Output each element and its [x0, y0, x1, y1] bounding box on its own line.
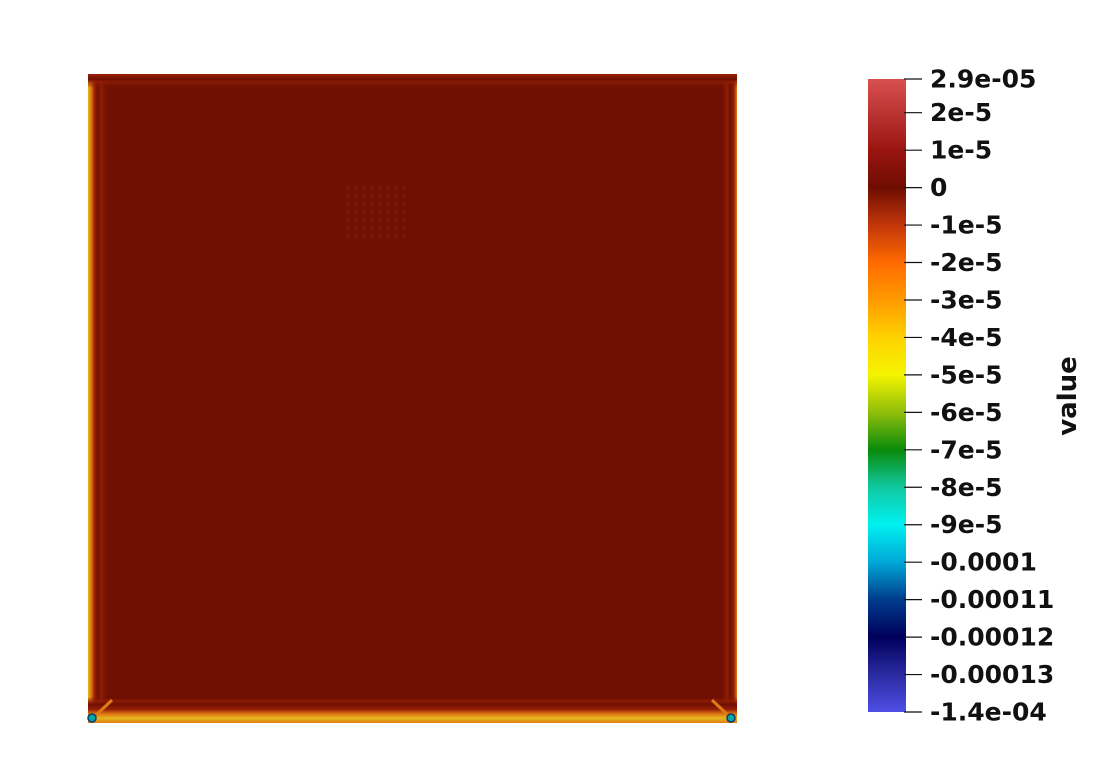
colorbar-title: value — [1053, 356, 1083, 436]
colorbar-tick-label: -2e-5 — [930, 248, 1003, 277]
field-corner-right — [726, 713, 736, 723]
colorbar-tick-label: -9e-5 — [930, 510, 1003, 539]
field-interior — [88, 74, 737, 723]
field-corner-left — [87, 713, 97, 723]
field-left-edge — [88, 74, 110, 723]
colorbar-gradient — [868, 79, 906, 712]
colorbar-tick-label: -0.00011 — [930, 585, 1054, 614]
field-bottom-edge — [88, 697, 737, 723]
colorbar-tick-label: 1e-5 — [930, 136, 992, 165]
colorbar-tick-label: -7e-5 — [930, 435, 1003, 464]
colorbar-tick-label: -0.00012 — [930, 623, 1054, 652]
scalar-field-plot — [87, 74, 737, 723]
colorbar-tick-label: -0.0001 — [930, 548, 1037, 577]
colorbar-tick-label: -0.00013 — [930, 660, 1054, 689]
colorbar-tick-label: -1.4e-04 — [930, 698, 1047, 727]
colorbar-tick-label: -5e-5 — [930, 360, 1003, 389]
colorbar-tick-label: -1e-5 — [930, 211, 1003, 240]
colorbar-tick-label: -4e-5 — [930, 323, 1003, 352]
colorbar: 2.9e-05 2e-5 1e-5 0 -1e-5 -2e-5 -3e-5 -4e-5 -5e-… — [868, 65, 1083, 727]
colorbar-tick-label: -6e-5 — [930, 398, 1003, 427]
field-dot-texture — [345, 185, 405, 240]
colorbar-tick-label: 2.9e-05 — [930, 65, 1036, 94]
colorbar-tick-label: 2e-5 — [930, 98, 992, 127]
colorbar-tick-label: -8e-5 — [930, 473, 1003, 502]
field-right-edge — [715, 74, 737, 723]
field-top-edge — [88, 74, 737, 88]
colorbar-tick-label: -3e-5 — [930, 285, 1003, 314]
colorbar-ticks: 2.9e-05 2e-5 1e-5 0 -1e-5 -2e-5 -3e-5 -4e-5 -5e-… — [904, 65, 1054, 727]
colorbar-tick-label: 0 — [930, 173, 947, 202]
